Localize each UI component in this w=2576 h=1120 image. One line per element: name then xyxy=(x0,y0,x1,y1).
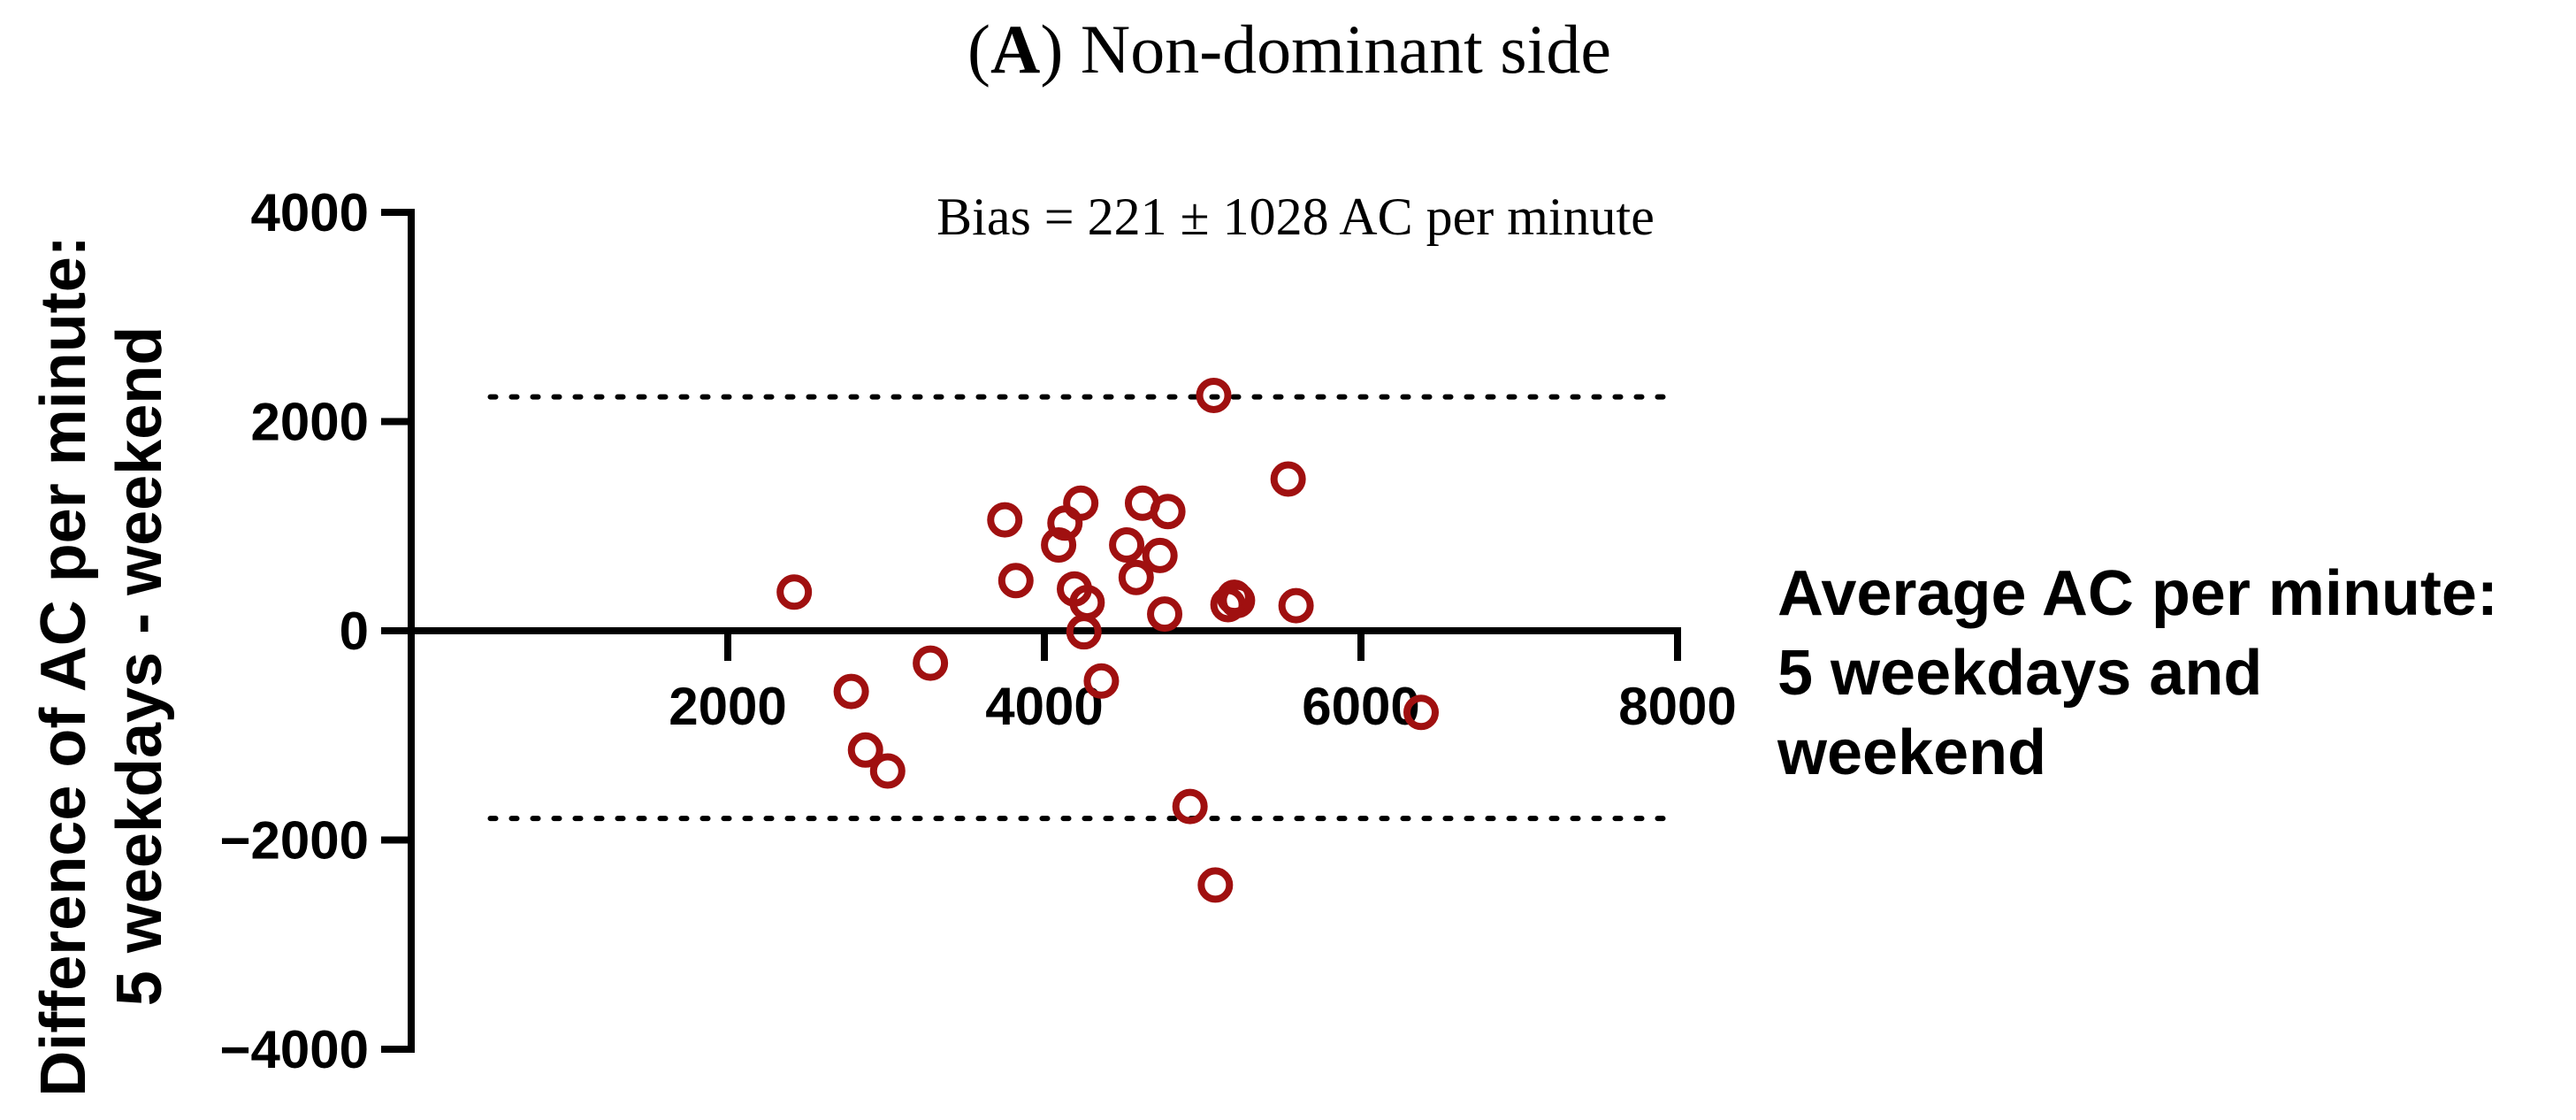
data-point xyxy=(1069,585,1105,621)
data-point xyxy=(1142,537,1178,573)
data-point xyxy=(987,502,1023,538)
y-axis-label: Difference of AC per minute: 5 weekdays … xyxy=(28,235,175,1096)
y-tick-label: 2000 xyxy=(251,393,369,452)
x-axis-ticks: 2000 4000 6000 8000 xyxy=(669,631,1737,736)
data-point xyxy=(776,574,813,610)
y-tick-label: −4000 xyxy=(219,1020,369,1079)
x-tick-label: 4000 xyxy=(985,677,1103,736)
data-point xyxy=(1403,694,1440,731)
data-point xyxy=(1150,494,1186,530)
y-tick-label: 0 xyxy=(340,602,369,661)
y-tick-label: −2000 xyxy=(219,811,369,871)
y-axis-label-line-1: Difference of AC per minute: xyxy=(28,235,99,1096)
y-axis-label-line-2: 5 weekdays - weekend xyxy=(104,326,175,1006)
x-axis-label-line-1: Average AC per minute: xyxy=(1777,558,2498,629)
x-axis-label: Average AC per minute: 5 weekdays and we… xyxy=(1777,558,2498,788)
data-point xyxy=(1041,527,1077,564)
data-point xyxy=(1083,663,1120,699)
y-tick-label: 4000 xyxy=(251,183,369,242)
chart-title-text: Non-dominant side xyxy=(1081,11,1611,88)
data-point xyxy=(847,732,883,768)
chart-title: (A) Non-dominant side xyxy=(967,11,1611,88)
bias-annotation: Bias = 221 ± 1028 AC per minute xyxy=(936,188,1655,246)
data-point xyxy=(1278,587,1314,624)
data-point xyxy=(1196,377,1232,413)
data-point xyxy=(1109,527,1145,564)
x-tick-label: 2000 xyxy=(669,677,786,736)
data-point xyxy=(1197,867,1234,903)
y-axis-ticks: 4000 2000 0 −2000 −4000 xyxy=(219,183,411,1079)
data-point xyxy=(1147,596,1183,633)
data-point xyxy=(1118,559,1154,595)
data-points xyxy=(776,377,1440,903)
x-axis-label-line-2: 5 weekdays and xyxy=(1777,638,2262,709)
data-point xyxy=(869,753,906,789)
data-point xyxy=(1219,582,1256,618)
limits-of-agreement xyxy=(487,394,1680,822)
data-point xyxy=(913,645,949,681)
chart-title-letter: A xyxy=(990,11,1040,88)
x-axis-label-line-3: weekend xyxy=(1777,717,2046,788)
data-point xyxy=(998,563,1034,599)
data-point xyxy=(1063,485,1099,521)
x-tick-label: 8000 xyxy=(1618,677,1736,736)
x-tick-label: 6000 xyxy=(1302,677,1419,736)
data-point xyxy=(1172,788,1208,825)
data-point xyxy=(833,673,869,710)
data-point xyxy=(1270,461,1306,497)
